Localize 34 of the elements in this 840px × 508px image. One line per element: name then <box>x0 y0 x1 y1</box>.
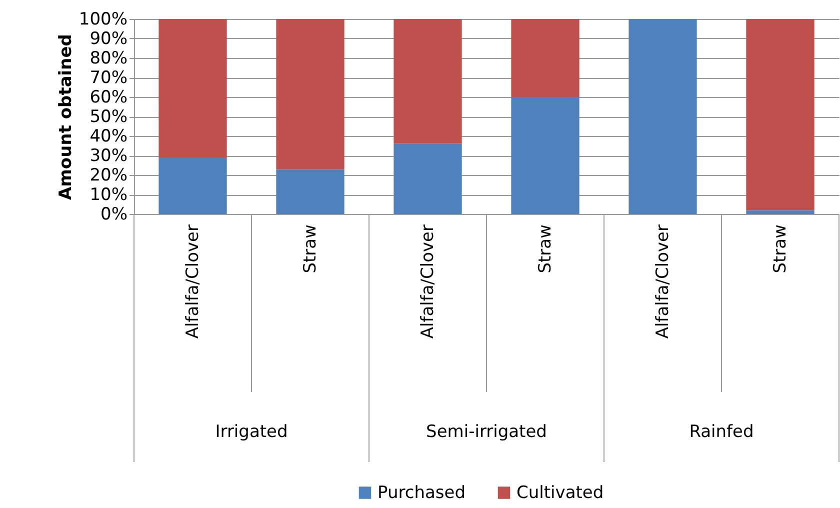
legend-label: Cultivated <box>516 482 604 503</box>
y-tick-label: 60% <box>90 88 128 108</box>
bar <box>511 19 580 97</box>
x-tick-label: Straw <box>300 224 320 274</box>
bar <box>158 19 227 158</box>
bar <box>628 19 697 214</box>
bar <box>746 19 814 210</box>
bar <box>746 210 814 214</box>
x-tick-label: Alfalfa/Clover <box>652 224 673 339</box>
y-tick-label: 100% <box>78 10 128 30</box>
x-tick-label: Straw <box>770 224 790 274</box>
bar <box>394 144 462 214</box>
bar <box>276 19 344 170</box>
y-tick-label: 0% <box>100 204 128 224</box>
bar <box>276 169 344 214</box>
y-tick-label: 40% <box>90 126 128 146</box>
y-tick-label: 50% <box>90 107 128 127</box>
y-tick-label: 70% <box>90 68 128 88</box>
bar <box>394 19 462 144</box>
y-tick-label: 90% <box>90 29 128 49</box>
y-tick-label: 20% <box>90 166 128 186</box>
y-axis-title: Amount obtained <box>56 34 76 200</box>
x-tick-label: Alfalfa/Clover <box>418 224 438 339</box>
text: Semi-irrigated <box>426 422 547 442</box>
y-tick-label: 80% <box>90 48 128 68</box>
x-tick-label: Alfalfa/Clover <box>182 224 203 339</box>
text: Irrigated <box>215 422 288 442</box>
text: Rainfed <box>689 422 754 442</box>
x-tick-label: Straw <box>535 224 556 274</box>
bar <box>158 157 227 214</box>
y-tick-label: 10% <box>90 185 128 205</box>
bar <box>511 97 580 214</box>
legend-label: Purchased <box>378 482 466 503</box>
y-tick-label: 30% <box>90 146 128 166</box>
